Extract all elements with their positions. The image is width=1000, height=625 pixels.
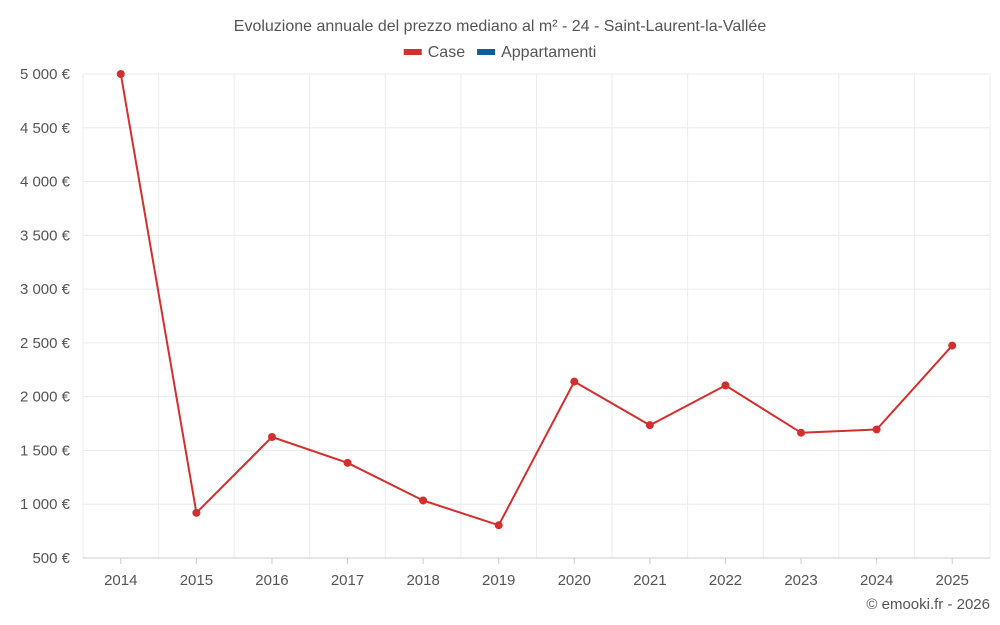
credit-text: © emooki.fr - 2026 <box>866 596 990 613</box>
data-point[interactable] <box>343 458 352 467</box>
legend-label: Case <box>428 44 465 61</box>
legend-item-case[interactable]: Case <box>403 44 465 61</box>
x-tick-label: 2014 <box>104 572 137 589</box>
x-tick-label: 2025 <box>936 572 969 589</box>
x-tick-label: 2018 <box>406 572 439 589</box>
y-tick-label: 500 € <box>32 550 70 567</box>
data-point[interactable] <box>192 508 201 517</box>
x-tick-label: 2021 <box>633 572 666 589</box>
x-tick-label: 2022 <box>709 572 742 589</box>
data-point[interactable] <box>116 70 125 78</box>
series-line-case <box>119 73 953 527</box>
y-tick-label: 2 000 € <box>20 389 71 406</box>
y-tick-label: 4 000 € <box>20 174 71 191</box>
y-axis-ticks: 500 € 1 000 € 1 500 € 2 000 € 2 500 € 3 000 €… <box>20 66 71 567</box>
data-point[interactable] <box>645 421 654 430</box>
y-tick-label: 2 500 € <box>20 335 71 352</box>
y-tick-label: 3 500 € <box>20 227 71 244</box>
legend-swatch <box>403 49 422 55</box>
x-tick-label: 2019 <box>482 572 515 589</box>
x-axis-ticks: 2014 2015 2016 2017 2018 2019 2020 2021 2022 2023… <box>104 558 969 589</box>
data-point[interactable] <box>570 377 579 386</box>
data-point[interactable] <box>419 496 428 505</box>
data-point[interactable] <box>721 381 730 390</box>
x-tick-label: 2020 <box>558 572 591 589</box>
y-tick-label: 3 000 € <box>20 281 71 298</box>
y-tick-label: 1 500 € <box>20 442 71 459</box>
x-tick-label: 2017 <box>331 572 364 589</box>
grid <box>82 73 991 559</box>
legend: Case Appartamenti <box>403 44 596 61</box>
x-tick-label: 2016 <box>255 572 288 589</box>
legend-swatch <box>477 49 496 55</box>
x-tick-label: 2024 <box>860 572 893 589</box>
data-point[interactable] <box>494 521 503 530</box>
data-point[interactable] <box>267 433 276 441</box>
x-tick-label: 2015 <box>180 572 213 589</box>
data-point[interactable] <box>948 341 957 350</box>
y-tick-label: 4 500 € <box>20 120 71 137</box>
data-point[interactable] <box>797 428 806 437</box>
y-tick-label: 1 000 € <box>20 496 71 513</box>
y-tick-label: 5 000 € <box>20 66 71 83</box>
legend-label: Appartamenti <box>501 44 596 61</box>
x-tick-label: 2023 <box>784 572 817 589</box>
legend-item-appartamenti[interactable]: Appartamenti <box>477 44 596 61</box>
chart-title: Evoluzione annuale del prezzo mediano al… <box>234 18 767 35</box>
data-point[interactable] <box>872 425 881 434</box>
series-layer <box>116 70 957 530</box>
